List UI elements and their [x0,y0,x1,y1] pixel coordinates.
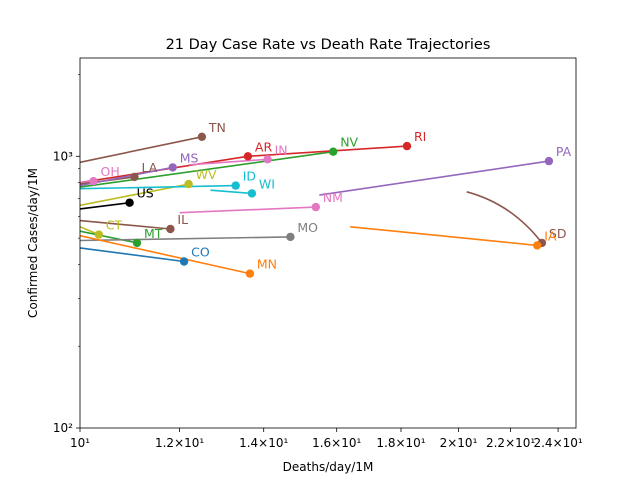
series-line-mo [79,236,291,242]
series-end-point-co [179,257,189,266]
series-label-il: IL [177,212,188,227]
series-end-point-id [231,181,240,190]
series-label-tn: TN [208,120,226,135]
series-label-id: ID [243,169,256,184]
series-end-point-nm [311,202,320,212]
series-label-mt: MT [144,226,163,241]
series-end-point-wv [184,179,193,189]
x-tick-label: 2×10¹ [440,436,478,450]
series-end-point-ct [94,230,104,239]
series-end-point-la [130,172,139,182]
series-end-point-ia [533,241,542,250]
series-end-point-ar [243,152,253,161]
series-end-point-mo [286,232,295,242]
series-end-point-wi [247,189,257,198]
series-end-point-il [166,224,175,234]
x-axis-label: Deaths/day/1M [283,460,374,474]
series-line-mn [79,234,251,275]
series-label-in: IN [275,142,288,157]
series-label-us: US [137,186,154,201]
x-tick-label: 2.4×10¹ [533,436,582,450]
series-end-point-nv [329,147,338,156]
series-label-nm: NM [323,190,343,205]
series-end-point-tn [197,132,207,141]
series-label-ct: CT [106,218,123,233]
x-tick-label: 10¹ [70,436,90,450]
y-axis-ticks: 10² 10³ [53,74,80,435]
chart-title: 21 Day Case Rate vs Death Rate Trajector… [166,37,491,53]
series-end-point-pa [544,156,554,166]
series-line-co [79,247,185,263]
series-end-point-mt [132,238,142,248]
x-tick-label: 2.2×10¹ [486,436,535,450]
series-line-id [79,184,236,190]
series-label-ar: AR [255,139,273,154]
series-label-mo: MO [297,220,318,235]
series-label-wi: WI [259,176,275,191]
series-label-sd: SD [549,226,567,241]
series-line-tn [79,136,203,164]
series-end-points [89,132,554,278]
series-end-point-mn [245,269,255,278]
series-label-la: LA [142,160,158,175]
x-tick-label: 1.2×10¹ [155,436,204,450]
series-end-point-ms [168,163,177,172]
x-axis-ticks: 10¹ 1.2×10¹ 1.4×10¹ 1.6×10¹ 1.8×10¹ 2×10¹ 2.2×… [70,428,583,450]
series-line-sd [466,191,543,244]
series-line-nm [179,206,316,214]
series-label-mn: MN [257,257,277,272]
series-label-co: CO [191,245,210,260]
series-end-point-oh [89,177,98,186]
x-tick-label: 1.6×10¹ [312,436,361,450]
y-tick-label: 10³ [53,149,73,163]
series-line-pa [319,160,550,196]
series-line-wi [210,189,252,195]
series-line-ia [350,226,538,247]
series-line-ri [247,145,408,158]
series-end-point-in [263,155,272,164]
series-label-nv: NV [340,135,358,150]
series-label-pa: PA [556,144,572,159]
y-tick-label: 10² [53,421,73,435]
x-tick-label: 1.8×10¹ [376,436,425,450]
series-label-wv: WV [196,167,217,182]
plot-frame [79,57,577,429]
series-end-point-ri [402,141,412,151]
series-label-ia: IA [544,228,557,243]
series-line-nv [79,150,334,188]
y-axis-label: Confirmed Cases/day/1M [26,168,40,318]
series-label-ms: MS [180,150,199,165]
series-line-il [79,219,171,230]
series-line-mt [79,230,138,244]
series-line-in [188,158,268,166]
x-tick-label: 1.4×10¹ [239,436,288,450]
series-label-oh: OH [101,164,120,179]
series-label-ri: RI [414,129,426,144]
series-end-point-us [125,198,134,207]
series-line-us [79,201,130,210]
